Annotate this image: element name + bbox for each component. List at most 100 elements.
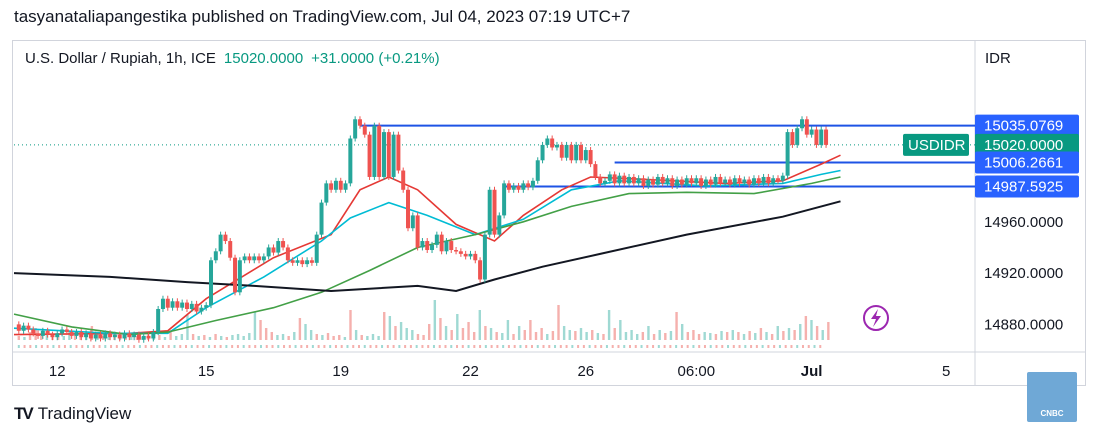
- volume-bar: [191, 334, 195, 340]
- candle: [290, 260, 295, 263]
- candle: [497, 215, 502, 235]
- candle: [814, 129, 819, 145]
- candle: [425, 241, 430, 251]
- candle: [819, 129, 824, 145]
- volume-bar: [686, 332, 690, 340]
- volume-bar: [680, 324, 684, 340]
- volume-bar: [759, 328, 763, 340]
- candle: [261, 256, 266, 261]
- volume-bar: [371, 334, 375, 340]
- volume-strip-bar: [565, 345, 568, 348]
- candle: [684, 178, 689, 185]
- candle: [165, 298, 170, 308]
- volume-strip-bar: [231, 345, 234, 348]
- price-tag-box: [975, 133, 1079, 156]
- candle: [348, 138, 353, 184]
- volume-bar: [405, 328, 408, 340]
- volume-strip-bar: [496, 345, 499, 348]
- volume-strip-bar: [767, 345, 770, 348]
- volume-strip-bar: [421, 345, 424, 348]
- candle: [223, 234, 228, 242]
- volume-strip-bar: [398, 345, 401, 348]
- volume-strip-bar: [479, 345, 482, 348]
- volume-strip-bar: [796, 345, 799, 348]
- volume-bar: [332, 336, 335, 340]
- volume-bar: [304, 324, 307, 340]
- volume-strip-bar: [167, 345, 170, 348]
- candle: [766, 176, 771, 184]
- volume-strip-bar: [52, 345, 55, 348]
- volume-strip-bar: [23, 345, 26, 348]
- candle: [564, 144, 569, 158]
- volume-bar: [293, 332, 296, 340]
- candle: [723, 179, 728, 184]
- volume-strip-bar: [444, 345, 447, 348]
- candle: [386, 132, 391, 177]
- candle: [430, 244, 435, 251]
- candle: [703, 179, 708, 186]
- candle: [122, 333, 127, 339]
- candle: [281, 241, 286, 248]
- volume-bar: [17, 336, 21, 340]
- candle: [93, 334, 98, 339]
- candle: [237, 260, 242, 293]
- volume-bar: [658, 330, 661, 340]
- x-tick-label: 5: [942, 363, 950, 380]
- volume-strip-bar: [86, 345, 89, 348]
- candle: [732, 178, 737, 185]
- price-tag-label: 15035.0769: [984, 118, 1063, 135]
- volume-strip-bar: [554, 345, 557, 348]
- candle: [603, 180, 608, 184]
- volume-strip-bar: [46, 345, 49, 348]
- candle: [333, 180, 338, 190]
- volume-bar: [534, 332, 538, 340]
- volume-strip-bar: [300, 345, 303, 348]
- candle: [554, 144, 559, 148]
- tradingview-logo[interactable]: TV TradingView: [14, 404, 131, 424]
- volume-bar: [484, 326, 487, 340]
- volume-bar: [714, 334, 718, 340]
- volume-strip-bar: [40, 345, 43, 348]
- candle: [396, 134, 401, 171]
- volume-bar: [602, 334, 605, 340]
- volume-strip-bar: [248, 345, 251, 348]
- volume-strip-bar: [277, 345, 280, 348]
- volume-bar: [107, 337, 110, 340]
- candle: [233, 257, 238, 293]
- volume-strip-bar: [185, 345, 188, 348]
- volume-bar: [697, 334, 701, 340]
- candle: [598, 176, 603, 184]
- volume-bar: [517, 326, 521, 340]
- volume-bar: [647, 326, 650, 340]
- volume-bar: [79, 337, 82, 340]
- candle: [756, 178, 761, 184]
- volume-bar: [158, 335, 161, 340]
- volume-bar: [613, 328, 616, 340]
- volume-strip-bar: [288, 345, 291, 348]
- candle: [31, 329, 36, 334]
- volume-bar: [461, 328, 465, 340]
- candle: [367, 134, 372, 177]
- volume-strip-bar: [530, 345, 533, 348]
- volume-strip-bar: [104, 345, 107, 348]
- chart-frame: [12, 40, 1086, 386]
- candle: [699, 178, 704, 186]
- volume-strip-bar: [69, 345, 72, 348]
- volume-strip-bar: [790, 345, 793, 348]
- volume-strip-bar: [271, 345, 274, 348]
- candle: [780, 175, 785, 181]
- volume-strip-bar: [744, 345, 747, 348]
- candle: [136, 334, 141, 340]
- volume-bar: [456, 314, 459, 340]
- volume-strip-bar: [801, 345, 804, 348]
- volume-strip-bar: [357, 345, 360, 348]
- volume-strip-bar: [144, 345, 147, 348]
- candle: [257, 256, 262, 261]
- volume-strip-bar: [813, 345, 816, 348]
- publish-line: tasyanataliapangestika published on Trad…: [14, 7, 631, 26]
- volume-strip-bar: [254, 345, 257, 348]
- candle: [824, 129, 829, 145]
- volume-strip-bar: [63, 345, 66, 348]
- candle: [583, 150, 588, 161]
